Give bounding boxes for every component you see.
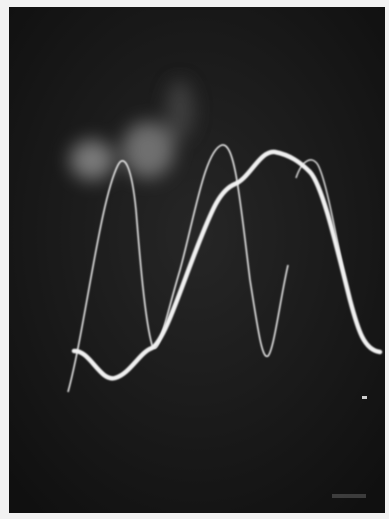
glow bbox=[70, 80, 194, 180]
thick-trace bbox=[71, 149, 383, 381]
caption-smudge bbox=[332, 494, 366, 498]
dot bbox=[362, 396, 367, 399]
thin-trace bbox=[67, 144, 289, 393]
screen bbox=[9, 7, 385, 513]
